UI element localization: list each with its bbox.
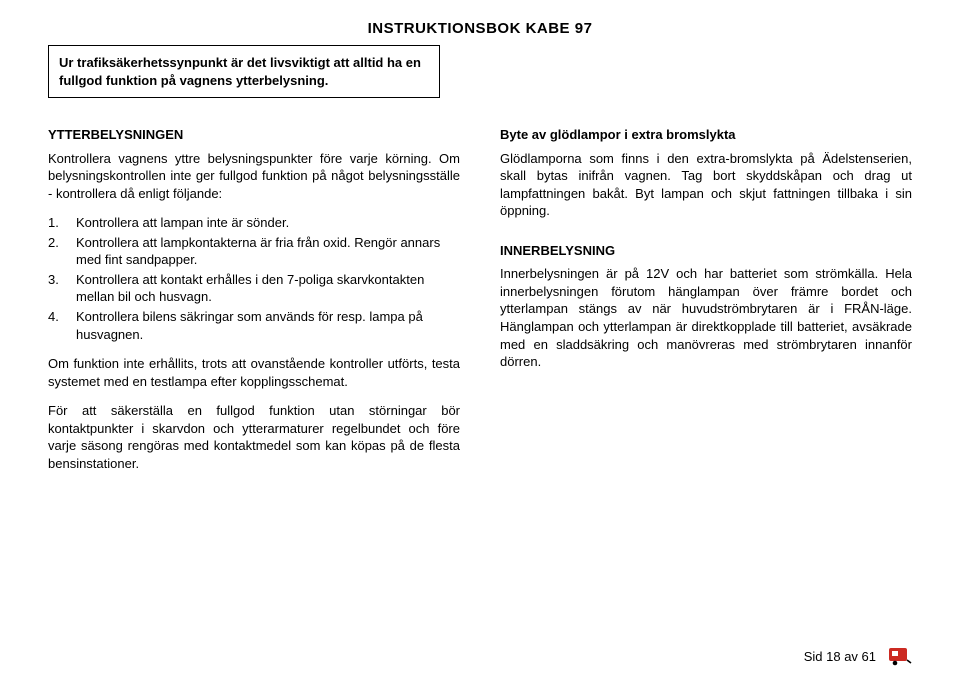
list-number: 3. <box>48 271 76 306</box>
left-p3: För att säkerställa en fullgod funktion … <box>48 402 460 472</box>
heading-ytterbelysningen: YTTERBELYSNINGEN <box>48 126 460 144</box>
left-p2: Om funktion inte erhållits, trots att ov… <box>48 355 460 390</box>
heading-byte-glodlampor: Byte av glödlampor i extra bromslykta <box>500 126 912 144</box>
page-footer: Sid 18 av 61 <box>804 646 912 666</box>
list-text: Kontrollera bilens säkringar som används… <box>76 308 460 343</box>
list-number: 1. <box>48 214 76 232</box>
right-p1: Glödlamporna som finns i den extra-broms… <box>500 150 912 220</box>
heading-innerbelysning: INNERBELYSNING <box>500 242 912 260</box>
safety-warning-text: Ur trafiksäkerhetssynpunkt är det livsvi… <box>59 55 421 88</box>
list-item: 4. Kontrollera bilens säkringar som anvä… <box>48 308 460 343</box>
left-p1: Kontrollera vagnens yttre belysningspunk… <box>48 150 460 203</box>
list-text: Kontrollera att kontakt erhålles i den 7… <box>76 271 460 306</box>
content-columns: YTTERBELYSNINGEN Kontrollera vagnens ytt… <box>48 126 912 484</box>
list-number: 4. <box>48 308 76 343</box>
page-number-label: Sid 18 av 61 <box>804 649 876 664</box>
list-text: Kontrollera att lampkontakterna är fria … <box>76 234 460 269</box>
caravan-logo-icon <box>886 646 912 666</box>
check-list: 1. Kontrollera att lampan inte är sönder… <box>48 214 460 343</box>
list-number: 2. <box>48 234 76 269</box>
right-column: Byte av glödlampor i extra bromslykta Gl… <box>500 126 912 484</box>
page: INSTRUKTIONSBOK KABE 97 Ur trafiksäkerhe… <box>0 0 960 680</box>
left-column: YTTERBELYSNINGEN Kontrollera vagnens ytt… <box>48 126 460 484</box>
list-item: 2. Kontrollera att lampkontakterna är fr… <box>48 234 460 269</box>
list-item: 3. Kontrollera att kontakt erhålles i de… <box>48 271 460 306</box>
list-text: Kontrollera att lampan inte är sönder. <box>76 214 460 232</box>
document-title: INSTRUKTIONSBOK KABE 97 <box>48 20 912 37</box>
list-item: 1. Kontrollera att lampan inte är sönder… <box>48 214 460 232</box>
right-p2: Innerbelysningen är på 12V och har batte… <box>500 265 912 370</box>
safety-warning-box: Ur trafiksäkerhetssynpunkt är det livsvi… <box>48 45 440 98</box>
